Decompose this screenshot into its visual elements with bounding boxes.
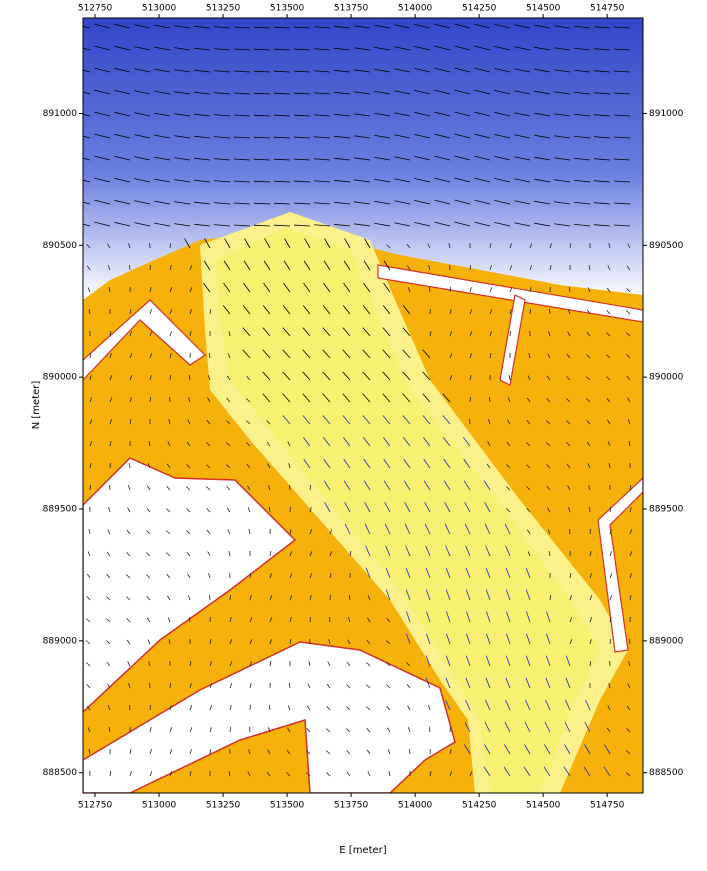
x-tick-label: 513500 [270, 801, 305, 811]
flow-vector [170, 375, 171, 380]
x-tick-label: 514500 [526, 4, 561, 14]
y-tick-label: 890500 [649, 241, 684, 251]
y-tick-label: 890000 [649, 373, 684, 383]
chart: E [meter] N [meter] 512750 512750 513000 51… [0, 0, 707, 867]
flow-vector [450, 287, 451, 292]
x-tick-label: 513250 [206, 801, 241, 811]
y-tick-label: 889500 [649, 505, 684, 515]
x-tick-label: 514250 [462, 4, 497, 14]
y-tick-label: 889000 [649, 636, 684, 646]
y-tick-label: 889500 [43, 505, 78, 515]
x-tick-label: 513250 [206, 4, 241, 14]
x-tick-label: 514000 [398, 4, 433, 14]
flow-vector [429, 727, 430, 732]
flow-vector [429, 287, 430, 292]
y-tick-label: 891000 [649, 109, 684, 119]
y-tick-label: 888500 [43, 768, 78, 778]
x-tick-label: 512750 [78, 4, 113, 14]
x-tick-label: 512750 [78, 801, 113, 811]
x-tick-label: 513750 [334, 4, 369, 14]
x-tick-label: 513500 [270, 4, 305, 14]
x-tick-label: 514750 [590, 4, 625, 14]
y-tick-label: 890000 [43, 373, 78, 383]
y-axis-label: N [meter] [31, 381, 42, 430]
y-tick-label: 888500 [649, 768, 684, 778]
x-tick-label: 513000 [142, 4, 177, 14]
flow-vector [209, 595, 210, 600]
flow-vector [230, 595, 231, 600]
x-tick-label: 513000 [142, 801, 177, 811]
x-tick-label: 514250 [462, 801, 497, 811]
x-tick-label: 514500 [526, 801, 561, 811]
y-tick-label: 889000 [43, 636, 78, 646]
x-axis-label: E [meter] [339, 845, 386, 856]
map-field [74, 18, 643, 793]
y-tick-label: 890500 [43, 241, 78, 251]
flow-vector [610, 639, 611, 644]
flow-vector [450, 727, 451, 732]
flow-vector [189, 375, 190, 380]
y-tick-label: 891000 [43, 109, 78, 119]
x-tick-label: 514000 [398, 801, 433, 811]
x-tick-label: 514750 [590, 801, 625, 811]
x-tick-label: 513750 [334, 801, 369, 811]
flow-vector [629, 639, 630, 644]
